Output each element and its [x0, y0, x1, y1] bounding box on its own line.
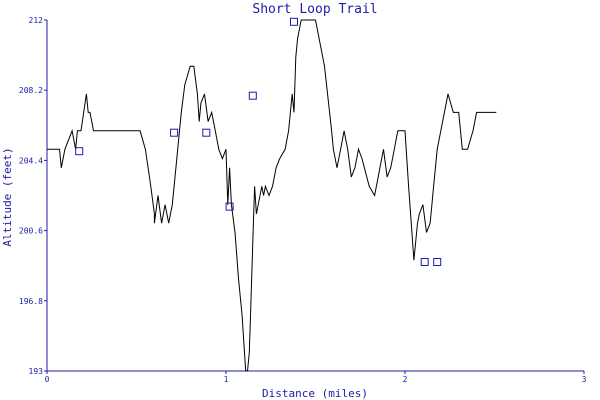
x-tick-label: 2 [403, 375, 408, 384]
waypoint-markers [75, 17, 442, 266]
tick-layer: 193 196.8 200.6 204.4 208.2 212 0 1 2 3 [19, 16, 587, 384]
waypoint-marker [170, 128, 179, 137]
y-tick-label: 200.6 [19, 227, 43, 236]
y-tick-label: 204.4 [19, 156, 43, 165]
waypoint-marker [75, 147, 84, 156]
waypoint-marker [225, 202, 234, 211]
elevation-series-line [47, 19, 497, 372]
y-axis-label: Altitude (feet) [1, 147, 14, 246]
x-tick-label: 1 [224, 375, 229, 384]
y-tick-label: 212 [29, 16, 44, 25]
chart-title: Short Loop Trail [252, 2, 377, 17]
waypoint-marker [290, 17, 298, 26]
axis-layer [46, 20, 584, 372]
y-tick-label: 193 [29, 367, 44, 376]
waypoint-marker [248, 91, 257, 100]
waypoint-marker [433, 258, 442, 266]
x-tick-label: 3 [582, 375, 587, 384]
x-axis-label: Distance (miles) [262, 387, 368, 400]
waypoint-marker [202, 128, 211, 137]
y-tick-label: 208.2 [19, 86, 43, 95]
x-tick-label: 0 [45, 375, 50, 384]
waypoint-marker [420, 258, 429, 266]
y-tick-label: 196.8 [19, 297, 43, 306]
